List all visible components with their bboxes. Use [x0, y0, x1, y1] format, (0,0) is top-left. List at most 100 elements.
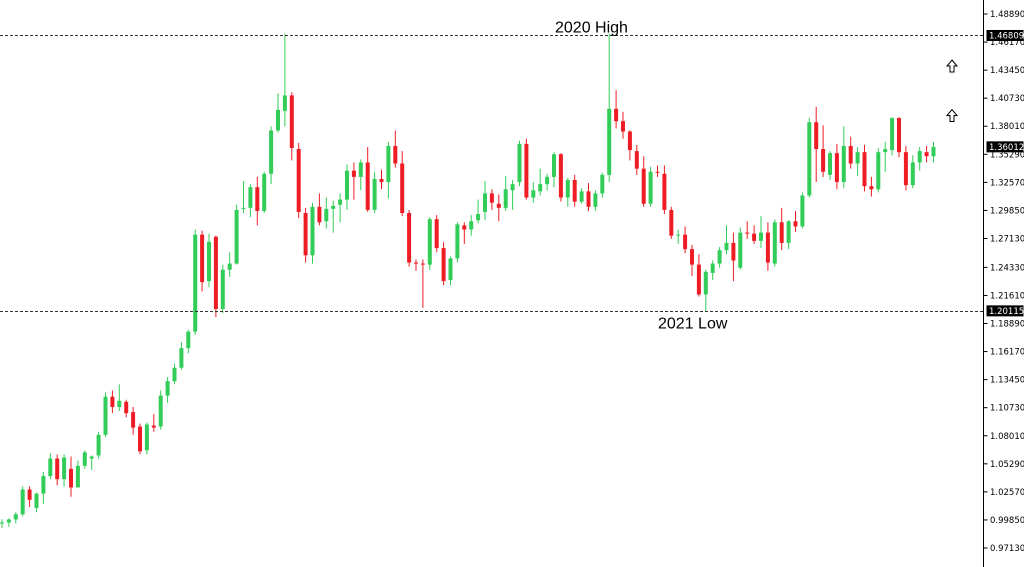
candle [317, 193, 322, 226]
candle-body [586, 191, 591, 207]
candle [103, 392, 108, 437]
candle-body [634, 151, 639, 169]
candle-body [579, 191, 584, 202]
candle [772, 219, 777, 267]
candle [669, 206, 674, 239]
candle [627, 130, 632, 161]
candle-body [703, 271, 708, 295]
candle-body [179, 348, 184, 368]
candle [683, 226, 688, 254]
candle [441, 241, 446, 286]
candle [227, 252, 232, 277]
candle-body [607, 108, 612, 175]
candle-body [276, 109, 280, 131]
candle [676, 229, 681, 244]
candle [821, 125, 826, 177]
candle-body [683, 234, 688, 250]
y-tick-label: 1.02570 [990, 488, 1024, 498]
candle [41, 471, 46, 504]
candle [365, 146, 370, 212]
candle-body [897, 118, 901, 153]
candle [6, 518, 11, 527]
candle-body [345, 170, 349, 200]
candle-body [924, 152, 929, 157]
candle-body [531, 190, 536, 198]
y-tick-label: 1.40730 [990, 94, 1024, 104]
candle-body [89, 456, 94, 459]
y-tick-label: 1.18890 [990, 320, 1024, 330]
up-arrow-icon [945, 59, 959, 73]
candle [338, 193, 343, 223]
candle [903, 145, 908, 191]
current-price-tag: 1.36012 [986, 141, 1024, 153]
candle [924, 145, 929, 163]
candle-body [379, 178, 384, 183]
candle-body [220, 269, 225, 309]
candle-body [710, 263, 715, 273]
candle [572, 174, 577, 207]
candle [303, 207, 308, 263]
candle-body [779, 222, 784, 243]
candle [255, 176, 260, 226]
candle [655, 165, 660, 177]
candle-body [20, 489, 25, 515]
candle-body [41, 476, 46, 494]
candle [917, 146, 922, 171]
candle [55, 454, 60, 486]
candle [510, 179, 515, 210]
y-tick-label: 1.16170 [990, 348, 1024, 358]
price-tag-bg [986, 141, 1024, 153]
price-tag-bg [986, 305, 1024, 317]
candle [358, 159, 363, 191]
candle [558, 153, 563, 202]
candle [158, 390, 163, 430]
candle-body [621, 121, 625, 132]
candle-body [82, 452, 87, 466]
candle [641, 156, 646, 207]
levels-layer: 2020 High 2021 Low [0, 20, 984, 333]
candle [738, 227, 743, 270]
candle-body [627, 131, 632, 151]
candle-body [34, 493, 39, 509]
candle-body [296, 149, 301, 212]
candle [89, 455, 94, 470]
candle-body [717, 250, 722, 264]
candle-body [834, 153, 839, 183]
candle [648, 166, 653, 207]
candle-body [903, 152, 908, 186]
candle-body [338, 199, 343, 205]
y-tick-label: 0.99850 [990, 516, 1024, 526]
y-tick-label: 1.24330 [990, 263, 1024, 273]
candle-body [600, 174, 605, 194]
candle [400, 151, 405, 217]
candle [759, 216, 763, 249]
candle-body [724, 242, 729, 251]
candle-body [213, 236, 218, 309]
candle [110, 390, 115, 414]
candle-body [676, 234, 681, 236]
candle-body [669, 209, 674, 236]
candle [876, 148, 881, 193]
candle [262, 171, 267, 214]
candle-body [200, 234, 205, 283]
candle [862, 144, 867, 192]
candle [828, 151, 832, 180]
candle-body [759, 232, 763, 241]
candle-body [55, 458, 60, 480]
candle-body [400, 163, 405, 214]
up-arrow-icon [945, 108, 959, 123]
candle [20, 486, 25, 517]
candle-body [427, 219, 432, 265]
candle [331, 200, 336, 233]
candle [565, 177, 570, 207]
candle [172, 363, 177, 385]
candle [552, 152, 556, 188]
candle [634, 144, 639, 175]
candle-body [372, 178, 377, 210]
candle [662, 165, 667, 215]
y-tick-label: 1.43450 [990, 66, 1024, 76]
candle-body [331, 205, 336, 209]
candle [75, 460, 80, 488]
price-tag-label: 1.46809 [989, 31, 1024, 41]
